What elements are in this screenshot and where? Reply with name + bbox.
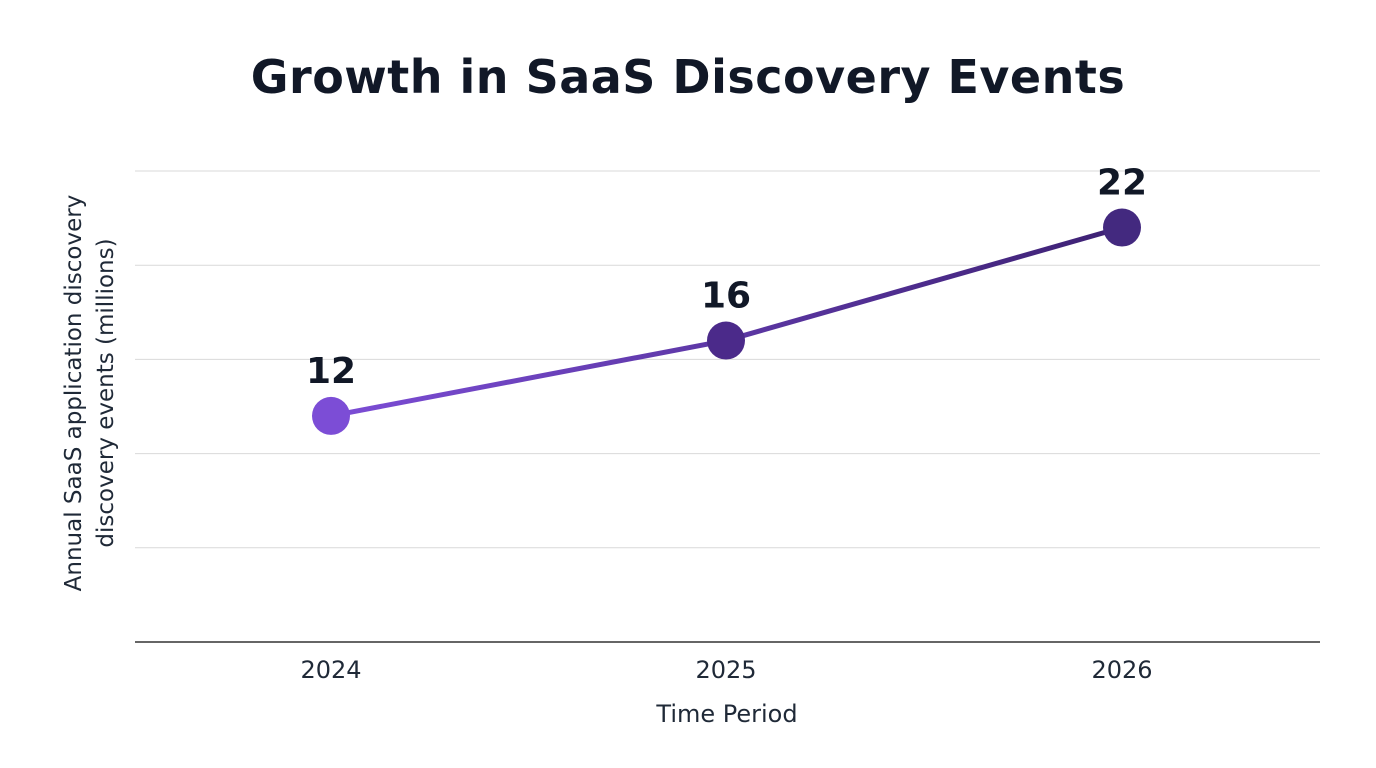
x-tick-label: 2026 <box>1091 656 1152 684</box>
x-tick-label: 2025 <box>695 656 756 684</box>
data-points <box>312 208 1141 435</box>
data-point <box>707 321 745 360</box>
data-label: 12 <box>306 351 356 392</box>
chart-title: Growth in SaaS Discovery Events <box>250 50 1126 104</box>
data-label: 22 <box>1097 163 1147 204</box>
data-labels: 12 16 22 <box>306 163 1147 392</box>
x-axis-label: Time Period <box>656 700 798 728</box>
x-tick-labels: 2024 2025 2026 <box>300 656 1152 684</box>
x-tick-label: 2024 <box>300 656 361 684</box>
data-label: 16 <box>701 276 751 317</box>
data-point <box>312 396 350 435</box>
data-point <box>1103 208 1141 247</box>
